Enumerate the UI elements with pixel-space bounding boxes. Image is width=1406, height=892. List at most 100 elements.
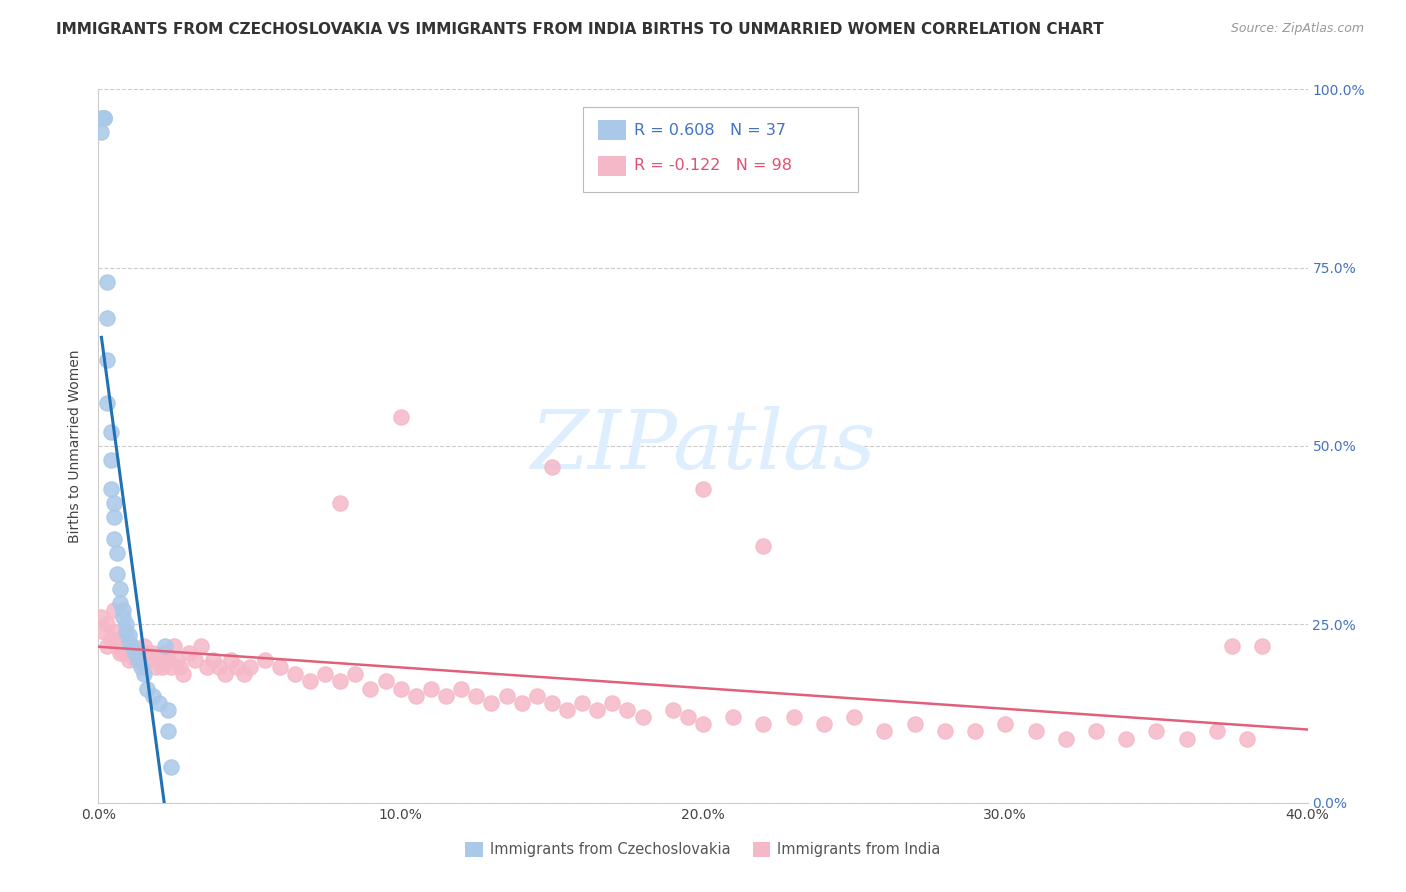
Point [108, 632, 131, 646]
Point [994, 717, 1017, 731]
Point [108, 596, 131, 610]
Point [93, 111, 115, 125]
Point [602, 696, 624, 710]
Point [148, 653, 170, 667]
Point [142, 646, 165, 660]
Point [226, 660, 249, 674]
Point [90, 125, 112, 139]
Point [124, 646, 146, 660]
Point [135, 646, 157, 660]
Point [139, 653, 162, 667]
Point [127, 646, 149, 660]
Point [103, 496, 125, 510]
Point [208, 660, 231, 674]
Point [93, 111, 115, 125]
Point [96, 617, 118, 632]
Point [329, 496, 352, 510]
Point [160, 660, 183, 674]
Point [481, 696, 503, 710]
Point [239, 660, 262, 674]
Point [96, 396, 118, 410]
Point [118, 639, 141, 653]
Point [90, 111, 112, 125]
Point [172, 667, 194, 681]
Point [1085, 724, 1108, 739]
Point [692, 482, 714, 496]
Point [389, 681, 412, 696]
Point [145, 660, 167, 674]
Point [1115, 731, 1137, 746]
Point [676, 710, 699, 724]
Point [121, 639, 143, 653]
Point [100, 482, 122, 496]
Point [495, 689, 517, 703]
Point [96, 639, 118, 653]
Point [166, 653, 188, 667]
Point [374, 674, 396, 689]
Point [405, 689, 427, 703]
Point [96, 310, 118, 325]
Point [526, 689, 548, 703]
Point [465, 689, 488, 703]
Point [103, 510, 125, 524]
Point [661, 703, 683, 717]
Point [1220, 639, 1243, 653]
Point [616, 703, 638, 717]
Point [156, 724, 179, 739]
Point [150, 660, 173, 674]
Point [965, 724, 987, 739]
Point [284, 667, 307, 681]
Point [450, 681, 472, 696]
Point [344, 667, 367, 681]
Point [121, 639, 143, 653]
Point [105, 639, 128, 653]
Point [96, 275, 118, 289]
Point [90, 610, 112, 624]
Point [1054, 731, 1077, 746]
Point [111, 610, 134, 624]
Point [114, 617, 136, 632]
Point [934, 724, 956, 739]
Point [108, 646, 131, 660]
Point [214, 667, 236, 681]
Point [118, 653, 141, 667]
Point [586, 703, 609, 717]
Point [132, 667, 155, 681]
Point [100, 453, 122, 467]
Point [420, 681, 443, 696]
Point [129, 653, 152, 667]
Point [360, 681, 382, 696]
Text: ZIPatlas: ZIPatlas [530, 406, 876, 486]
Point [118, 635, 141, 649]
Point [105, 567, 128, 582]
Point [904, 717, 927, 731]
Point [142, 689, 165, 703]
Point [752, 717, 775, 731]
Text: R = 0.608   N = 37: R = 0.608 N = 37 [634, 123, 786, 137]
Point [111, 603, 134, 617]
Point [190, 639, 212, 653]
Point [132, 639, 155, 653]
Point [692, 717, 714, 731]
Point [269, 660, 291, 674]
Point [103, 532, 125, 546]
Point [783, 710, 806, 724]
Point [93, 624, 115, 639]
Point [100, 425, 122, 439]
Point [571, 696, 593, 710]
Point [389, 410, 412, 425]
Point [148, 696, 170, 710]
Point [723, 710, 745, 724]
Point [221, 653, 243, 667]
Point [844, 710, 866, 724]
Point [169, 660, 191, 674]
Point [127, 653, 149, 667]
Point [1206, 724, 1229, 739]
Point [108, 582, 131, 596]
Point [153, 646, 176, 660]
Text: Source: ZipAtlas.com: Source: ZipAtlas.com [1230, 22, 1364, 36]
Point [1144, 724, 1167, 739]
Point [540, 696, 562, 710]
Point [129, 660, 152, 674]
Point [184, 653, 207, 667]
